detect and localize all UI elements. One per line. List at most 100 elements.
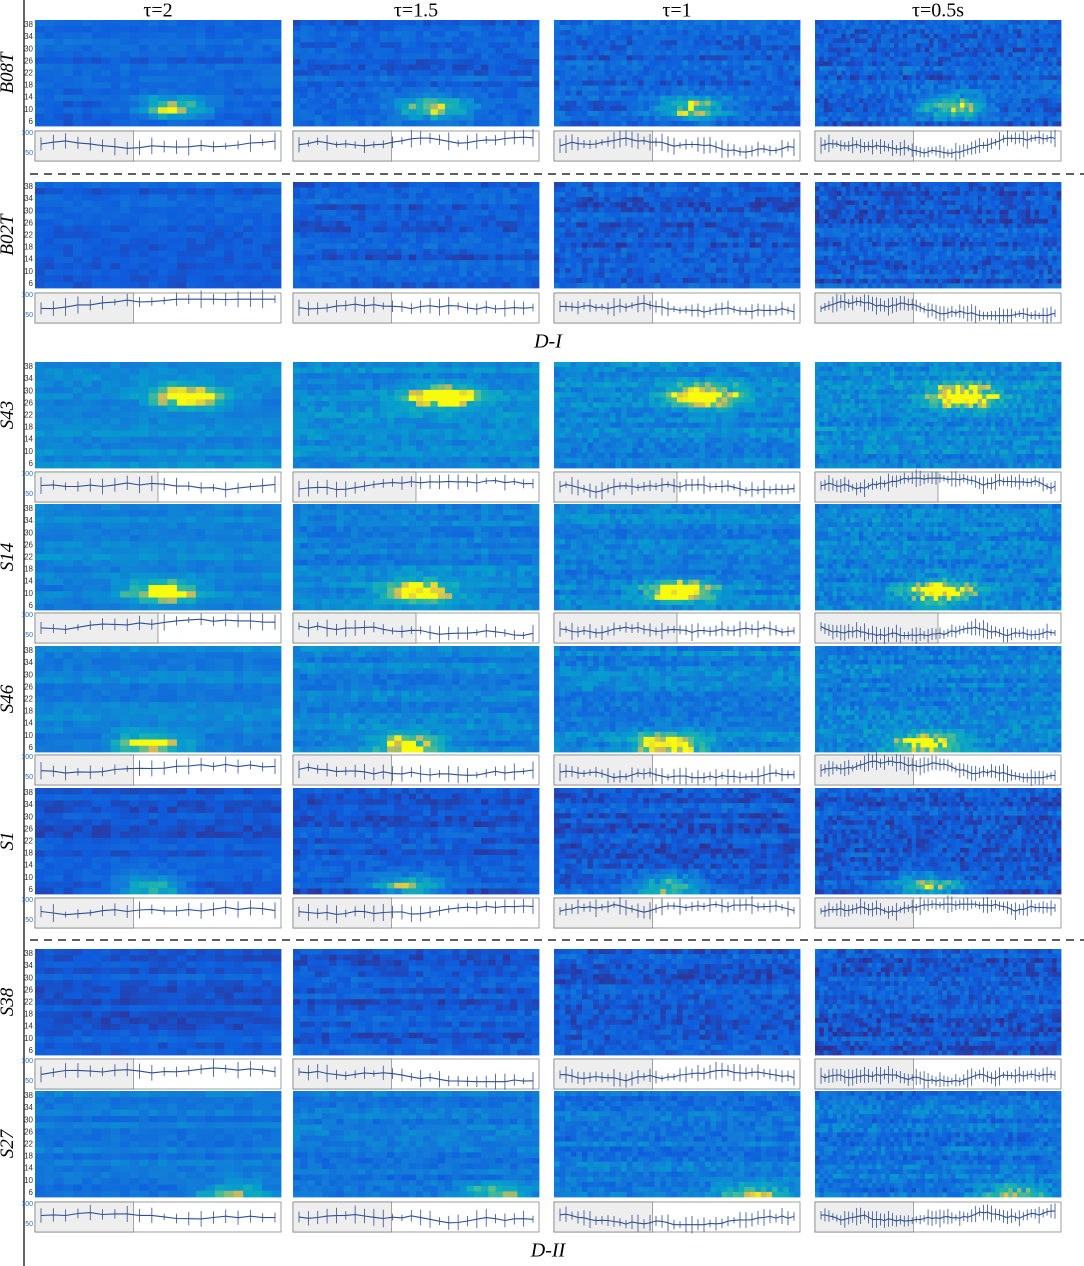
heat-cell	[307, 282, 315, 288]
heat-cell	[430, 210, 438, 216]
heat-cell	[666, 101, 672, 106]
heat-cell	[149, 64, 159, 71]
heat-cell	[722, 60, 728, 65]
heat-cell	[755, 116, 761, 121]
heat-cell	[344, 48, 352, 54]
heat-cell	[699, 55, 705, 60]
heat-cell	[973, 112, 978, 117]
heat-cell	[467, 98, 475, 104]
heat-cell	[991, 20, 996, 25]
heat-cell	[1008, 25, 1013, 30]
heat-cell	[920, 89, 925, 94]
heat-cell	[496, 42, 504, 48]
heat-cell	[565, 40, 571, 45]
y-tick-label: 30	[24, 206, 33, 215]
heat-cell	[253, 207, 263, 214]
heat-cell	[560, 81, 566, 86]
heat-cell	[938, 20, 943, 25]
heat-cell	[973, 103, 978, 108]
heat-cell	[916, 75, 921, 80]
heat-cell	[599, 192, 605, 197]
heat-cell	[224, 232, 234, 239]
heat-cell	[778, 25, 784, 30]
heat-cell	[991, 85, 996, 90]
heat-cell	[824, 75, 829, 80]
heat-cell	[638, 81, 644, 86]
heat-cell	[224, 282, 234, 289]
heat-cell	[916, 98, 921, 103]
heat-cell	[582, 30, 588, 35]
heat-cell	[982, 43, 987, 48]
heat-cell	[365, 271, 373, 277]
heat-cell	[1052, 75, 1057, 80]
heat-cell	[394, 215, 402, 221]
heat-cell	[44, 232, 54, 239]
heat-cell	[604, 25, 610, 30]
heat-cell	[565, 96, 571, 101]
heat-cell	[1026, 85, 1031, 90]
heat-cell	[272, 82, 282, 89]
heat-cell	[929, 48, 934, 53]
heat-cell	[496, 215, 504, 221]
heat-cell	[344, 26, 352, 32]
heat-cell	[1030, 43, 1035, 48]
heat-cell	[610, 60, 616, 65]
heat-cell	[272, 107, 282, 114]
heat-cell	[510, 37, 518, 43]
heat-cell	[438, 227, 446, 233]
heat-cell	[671, 76, 677, 81]
heat-cell	[833, 121, 838, 126]
heat-cell	[481, 31, 489, 37]
heat-cell	[819, 112, 824, 117]
heat-cell	[101, 232, 111, 239]
heat-cell	[111, 251, 121, 258]
heat-cell	[329, 182, 337, 188]
heat-cell	[365, 65, 373, 71]
heat-cell	[503, 215, 511, 221]
heat-cell	[394, 199, 402, 205]
heat-cell	[438, 76, 446, 82]
heat-cell	[582, 35, 588, 40]
heat-cell	[344, 182, 352, 188]
heat-cell	[44, 263, 54, 270]
heat-cell	[1035, 98, 1040, 103]
heat-cell	[488, 31, 496, 37]
heat-cell	[1017, 34, 1022, 39]
heat-cell	[336, 249, 344, 255]
heat-cell	[1052, 112, 1057, 117]
heat-cell	[73, 95, 83, 102]
heat-cell	[824, 61, 829, 66]
heat-cell	[196, 207, 206, 214]
heat-cell	[593, 192, 599, 197]
heat-cell	[766, 60, 772, 65]
heat-cell	[885, 34, 890, 39]
heat-cell	[149, 182, 159, 189]
heat-cell	[894, 112, 899, 117]
heat-cell	[481, 70, 489, 76]
heat-cell	[186, 114, 196, 121]
heat-cell	[315, 20, 323, 26]
heat-cell	[582, 202, 588, 207]
heat-cell	[1035, 121, 1040, 126]
heat-cell	[130, 282, 140, 289]
heat-cell	[262, 282, 272, 289]
heat-cell	[186, 51, 196, 58]
heat-cell	[828, 108, 833, 113]
heat-cell	[224, 188, 234, 195]
heat-cell	[956, 48, 961, 53]
heat-cell	[894, 94, 899, 99]
heat-cell	[300, 20, 308, 26]
heat-cell	[638, 197, 644, 202]
heat-cell	[423, 81, 431, 87]
heat-cell	[63, 194, 73, 201]
heat-cell	[688, 202, 694, 207]
heat-cell	[293, 20, 301, 26]
heat-cell	[430, 199, 438, 205]
heat-cell	[459, 120, 467, 126]
heat-cell	[1008, 85, 1013, 90]
heat-cell	[177, 70, 187, 77]
heat-cell	[496, 81, 504, 87]
heat-cell	[149, 70, 159, 77]
heat-cell	[846, 117, 851, 122]
heat-cell	[329, 37, 337, 43]
